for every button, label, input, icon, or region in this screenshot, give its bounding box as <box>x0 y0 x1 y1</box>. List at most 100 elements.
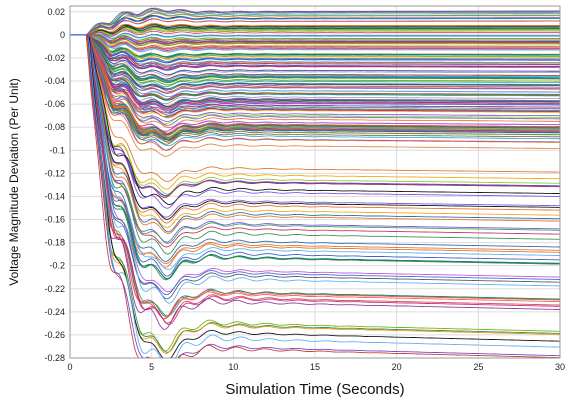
y-tick-label: -0.2 <box>49 261 65 271</box>
series-line <box>70 34 560 93</box>
series-line <box>70 24 560 36</box>
y-tick-label: 0.02 <box>47 7 65 17</box>
series-line <box>70 34 561 190</box>
series-line <box>70 34 560 145</box>
series-line <box>70 34 560 244</box>
series-line <box>70 34 560 49</box>
series-line <box>70 34 560 52</box>
series-line <box>70 27 560 36</box>
series-line <box>70 34 560 84</box>
y-tick-label: -0.14 <box>44 191 65 201</box>
series-line <box>70 34 560 330</box>
series-line <box>70 34 560 68</box>
series-line <box>70 34 560 218</box>
series-line <box>70 28 560 36</box>
series-line <box>70 34 560 141</box>
series-line <box>70 34 560 88</box>
series-line <box>70 34 560 101</box>
series-line <box>70 34 561 80</box>
series-line <box>70 34 560 45</box>
y-axis-ticks: 0.02 0 -0.02 -0.04 -0.06 -0.08 -0.1 -0.12 -0.14 -… <box>44 7 65 363</box>
y-tick-label: -0.28 <box>44 353 65 363</box>
series-line <box>70 34 560 136</box>
series-line <box>70 24 560 36</box>
series-line <box>70 34 561 209</box>
series-group <box>70 7 561 359</box>
x-axis-ticks: 0 5 10 15 20 25 30 <box>67 362 565 372</box>
series-line <box>70 34 560 77</box>
series-line <box>70 13 560 36</box>
x-tick-label: 30 <box>555 362 565 372</box>
series-line <box>70 34 561 277</box>
x-axis-label: Simulation Time (Seconds) <box>225 381 404 398</box>
series-line <box>70 34 560 129</box>
series-line <box>70 34 560 151</box>
series-line <box>70 34 560 81</box>
series-line <box>70 34 560 182</box>
series-line <box>70 34 560 53</box>
series-line <box>70 34 560 83</box>
y-tick-label: -0.18 <box>44 238 65 248</box>
series-line <box>70 34 560 50</box>
series-line <box>70 34 560 352</box>
series-line <box>70 34 560 320</box>
series-line <box>70 34 560 147</box>
series-line <box>70 34 560 98</box>
y-tick-label: -0.26 <box>44 330 65 340</box>
series-line <box>70 34 560 119</box>
series-line <box>70 34 561 233</box>
series-line <box>70 34 560 107</box>
series-line <box>70 34 560 296</box>
y-tick-label: -0.08 <box>44 122 65 132</box>
x-tick-label: 15 <box>310 362 320 372</box>
x-tick-label: 0 <box>67 362 72 372</box>
series-line <box>70 34 560 67</box>
series-line <box>70 34 560 43</box>
series-line <box>70 34 560 125</box>
series-line <box>70 34 561 319</box>
series-line <box>70 34 560 115</box>
series-line <box>70 34 560 195</box>
y-tick-label: -0.1 <box>49 145 65 155</box>
series-line <box>70 34 560 198</box>
series-line <box>70 34 561 354</box>
x-tick-label: 25 <box>473 362 483 372</box>
series-line <box>70 34 560 157</box>
series-line <box>70 34 560 101</box>
series-line <box>70 34 560 151</box>
series-line <box>70 34 560 59</box>
y-tick-label: -0.12 <box>44 168 65 178</box>
series-line <box>70 34 560 243</box>
series-line <box>70 34 560 255</box>
series-line <box>70 34 560 143</box>
y-tick-label: -0.22 <box>44 284 65 294</box>
series-line <box>70 34 560 224</box>
y-tick-label: -0.02 <box>44 53 65 63</box>
series-line <box>70 34 560 111</box>
series-line <box>70 34 560 113</box>
series-line <box>70 34 560 359</box>
series-line <box>70 23 560 36</box>
y-tick-label: -0.24 <box>44 307 65 317</box>
series-line <box>70 34 561 304</box>
series-line <box>70 34 560 90</box>
series-line <box>70 34 560 262</box>
series-line <box>70 34 560 66</box>
series-line <box>70 34 560 60</box>
series-line <box>70 10 560 36</box>
series-line <box>70 34 560 353</box>
x-tick-label: 5 <box>149 362 154 372</box>
series-line <box>70 34 560 119</box>
series-line <box>70 34 560 108</box>
series-line <box>70 34 560 76</box>
series-line <box>70 25 560 36</box>
y-tick-label: -0.06 <box>44 99 65 109</box>
series-line <box>70 34 560 359</box>
y-tick-label: -0.16 <box>44 215 65 225</box>
series-line <box>70 34 560 105</box>
series-line <box>70 34 560 324</box>
series-line <box>70 34 560 90</box>
series-line <box>70 34 560 109</box>
series-line <box>70 34 560 126</box>
series-line <box>70 34 560 300</box>
